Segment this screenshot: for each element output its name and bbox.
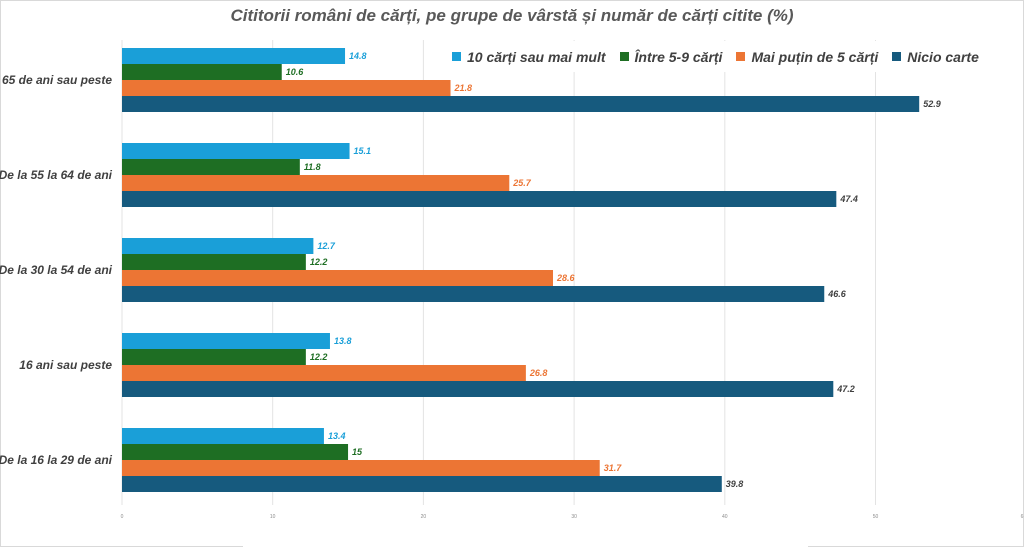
x-tick-label: 10 — [270, 514, 276, 520]
bar — [122, 48, 346, 64]
bar — [122, 333, 330, 349]
data-label: 47.2 — [836, 384, 855, 394]
x-tick-label: 40 — [722, 514, 728, 520]
category-label: De la 16 la 29 de ani — [0, 453, 113, 467]
data-label: 21.8 — [454, 83, 473, 93]
data-label: 10.6 — [286, 67, 305, 77]
data-label: 31.7 — [604, 463, 623, 473]
data-label: 14.8 — [349, 51, 367, 61]
data-label: 12.2 — [310, 352, 328, 362]
data-label: 15 — [352, 447, 363, 457]
data-label: 12.2 — [310, 257, 328, 267]
bar — [122, 191, 837, 207]
legend-label: Nicio carte — [907, 48, 979, 65]
legend-swatch — [452, 52, 461, 61]
data-label: 15.1 — [354, 146, 372, 156]
category-label: 65 de ani sau peste — [2, 73, 112, 87]
legend-item: Mai puțin de 5 cărți — [736, 49, 878, 65]
data-label: 26.8 — [529, 368, 548, 378]
x-tick-label: 6 — [1021, 514, 1024, 520]
bar — [122, 428, 324, 444]
legend-label: Mai puțin de 5 cărți — [751, 48, 879, 65]
chart-title: Cititorii români de cărți, pe grupe de v… — [230, 6, 794, 25]
bar — [122, 175, 510, 191]
bar — [122, 238, 314, 254]
category-label: 16 ani sau peste — [19, 358, 112, 372]
bar — [122, 286, 825, 302]
x-tick-label: 0 — [121, 514, 124, 520]
bar — [122, 476, 722, 492]
bar — [122, 270, 554, 286]
x-tick-label: 50 — [873, 514, 879, 520]
bottom-strip — [243, 537, 808, 547]
legend-swatch — [736, 52, 746, 61]
category-label: De la 30 la 54 de ani — [0, 263, 113, 277]
bar — [122, 460, 600, 476]
bar — [122, 80, 451, 96]
data-label: 47.4 — [839, 194, 858, 204]
data-label: 12.7 — [317, 241, 336, 251]
data-label: 13.8 — [334, 336, 352, 346]
legend-item: Nicio carte — [892, 49, 979, 65]
data-label: 11.8 — [304, 162, 321, 172]
data-label: 39.8 — [726, 479, 744, 489]
bar — [122, 365, 526, 381]
x-tick-label: 30 — [571, 514, 577, 520]
bar — [122, 64, 282, 80]
data-label: 46.6 — [827, 289, 847, 299]
legend-swatch — [892, 52, 902, 61]
legend-item: Între 5-9 cărți — [619, 48, 723, 65]
legend-swatch — [619, 52, 629, 61]
bar — [122, 159, 300, 175]
bar — [122, 444, 349, 460]
bar — [122, 349, 306, 365]
bar — [122, 381, 834, 397]
data-label: 28.6 — [556, 273, 576, 283]
data-label: 13.4 — [328, 431, 346, 441]
bar — [122, 254, 306, 270]
legend-label: 10 cărți sau mai mult — [467, 48, 606, 65]
bar — [122, 96, 920, 112]
data-label: 52.9 — [923, 99, 941, 109]
chart-legend: 10 cărți sau mai mult Între 5-9 cărți Mai … — [442, 41, 1006, 72]
category-label: De la 55 la 64 de ani — [0, 168, 113, 182]
legend-item: 10 cărți sau mai mult — [452, 49, 606, 65]
bar — [122, 143, 350, 159]
x-tick-label: 20 — [421, 514, 427, 520]
data-label: 25.7 — [512, 178, 532, 188]
legend-label: Între 5-9 cărți — [634, 48, 723, 65]
